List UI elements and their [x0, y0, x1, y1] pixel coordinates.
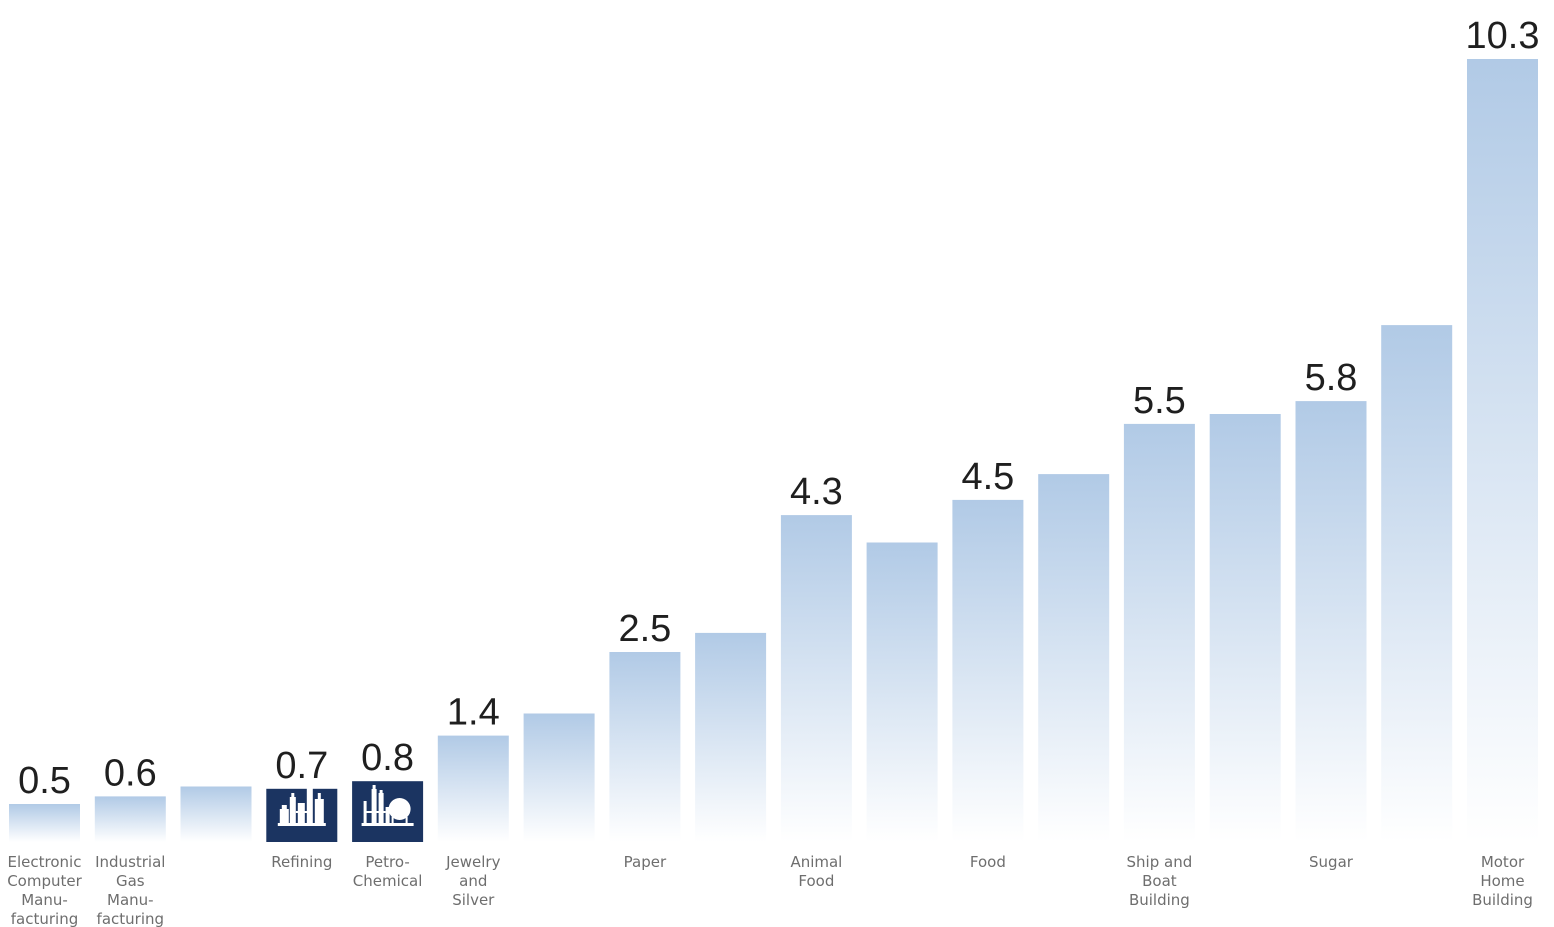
bar-10 [866, 542, 938, 842]
category-label-3: Refining [271, 853, 332, 871]
value-label-11: 4.5 [961, 456, 1014, 498]
bar-17 [1467, 59, 1538, 842]
category-label-17: Motor Home Building [1472, 853, 1533, 909]
bar-13 [1123, 423, 1195, 842]
bar-9 [780, 515, 852, 842]
value-label-4: 0.8 [361, 737, 414, 779]
bar-1 [94, 796, 166, 842]
bar-8 [695, 632, 767, 842]
bar-16 [1381, 325, 1453, 843]
value-label-17: 10.3 [1466, 15, 1540, 57]
bar-14 [1209, 414, 1281, 842]
value-label-5: 1.4 [447, 692, 500, 734]
bar-2 [180, 786, 252, 842]
category-label-5: Jewelry and Silver [445, 853, 500, 909]
value-label-3: 0.7 [275, 745, 328, 787]
bar-5 [437, 735, 509, 842]
value-label-7: 2.5 [618, 608, 671, 650]
bar-6 [523, 713, 595, 842]
category-label-4: Petro-Chemical [353, 853, 423, 890]
category-label-13: Ship and Boat Building [1127, 853, 1193, 909]
value-label-13: 5.5 [1133, 380, 1186, 422]
bar-7 [609, 652, 681, 842]
category-label-7: Paper [624, 853, 667, 871]
value-label-0: 0.5 [18, 760, 71, 802]
bar-15 [1295, 401, 1367, 842]
value-label-15: 5.8 [1305, 357, 1358, 399]
category-label-9: Animal Food [790, 853, 842, 890]
value-label-9: 4.3 [790, 471, 843, 513]
bar-11 [952, 499, 1024, 842]
category-label-1: Industrial Gas Manu-facturing [95, 853, 165, 927]
category-label-0: Electronic Computer Manu-facturing [7, 853, 82, 927]
value-label-1: 0.6 [104, 752, 157, 794]
category-label-15: Sugar [1309, 853, 1354, 871]
bar-0 [9, 804, 80, 842]
category-label-11: Food [970, 853, 1006, 871]
bar-12 [1038, 474, 1110, 842]
